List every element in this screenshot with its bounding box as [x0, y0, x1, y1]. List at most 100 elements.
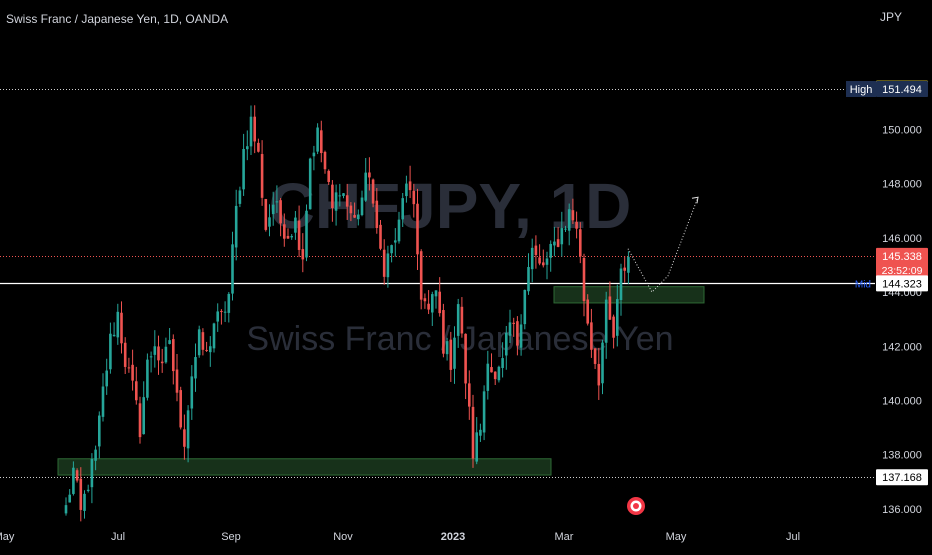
candle-body	[68, 494, 71, 503]
candle-body	[593, 348, 597, 364]
candle-body	[416, 203, 419, 255]
y-tick-label: 150.000	[882, 125, 922, 137]
candle-body	[604, 299, 608, 343]
candle-body	[153, 346, 157, 355]
candle-body	[505, 332, 508, 356]
candle-body	[260, 154, 264, 198]
candle-body	[538, 257, 541, 264]
candle-body	[456, 304, 460, 336]
candle-body	[394, 240, 397, 243]
candle-body	[112, 334, 116, 337]
demand-zone	[553, 286, 705, 304]
candle-body	[523, 289, 527, 325]
price-badge-plain	[876, 469, 928, 486]
candle-body	[516, 321, 519, 346]
mid-label: Mid	[855, 279, 871, 290]
candle-body	[271, 204, 275, 215]
candle-body	[434, 290, 438, 297]
candle-body	[601, 342, 604, 384]
event-marker[interactable]	[627, 497, 645, 515]
candle-body	[390, 245, 393, 254]
candle-body	[305, 210, 308, 258]
candle-body	[338, 195, 342, 197]
candle-body	[127, 367, 131, 369]
candle-body	[623, 267, 626, 271]
x-tick-label: May	[666, 531, 687, 543]
candle-body	[553, 241, 556, 246]
candle-body	[120, 312, 123, 344]
candle-body	[312, 152, 316, 157]
candle-body	[616, 299, 619, 336]
candle-body	[438, 291, 441, 314]
time-axis[interactable]: May Jul Sep Nov 2023 Mar May Jul	[0, 531, 800, 543]
candle-body	[349, 205, 353, 214]
candle-body	[297, 220, 301, 250]
candle-body	[619, 268, 623, 301]
candle-body	[164, 346, 168, 363]
candle-body	[501, 358, 504, 368]
candle-body	[382, 249, 386, 277]
projection-arrowhead	[691, 196, 699, 204]
candle-body	[460, 306, 464, 334]
price-badge-timer: 23:52:09	[882, 265, 923, 277]
candle-body	[190, 376, 194, 409]
candle-body	[175, 369, 179, 393]
price-badge-mid	[876, 275, 928, 292]
candle-body	[597, 363, 601, 386]
candle-body	[279, 200, 282, 224]
candle-body	[530, 247, 534, 270]
candle-body	[431, 294, 434, 313]
candle-body	[98, 415, 101, 447]
candle-body	[549, 243, 552, 258]
candle-body	[331, 184, 334, 209]
candle-body	[586, 299, 589, 324]
candle-body	[64, 505, 68, 514]
x-tick-label: Sep	[221, 531, 241, 543]
candle-body	[149, 356, 153, 358]
candle-body	[453, 337, 456, 369]
x-tick-label: May	[0, 531, 15, 543]
x-tick-label: 2023	[441, 531, 465, 543]
candle-body	[353, 215, 356, 218]
candle-body	[83, 493, 86, 511]
x-tick-label: Nov	[333, 531, 353, 543]
candle-body	[590, 322, 593, 350]
candle-body	[201, 332, 205, 350]
candle-body	[320, 130, 323, 154]
candle-body	[412, 190, 416, 205]
candle-body	[197, 329, 201, 356]
price-axis[interactable]: 136.000138.000140.000142.000144.000146.0…	[882, 125, 922, 516]
candle-body	[257, 142, 260, 152]
candle-body	[534, 245, 538, 256]
watermark-name: Swiss Franc / Japanese Yen	[246, 320, 673, 358]
candle-body	[445, 341, 449, 355]
candle-body	[408, 181, 412, 191]
x-tick-label: Jul	[111, 531, 125, 543]
y-tick-label: 142.000	[882, 341, 922, 353]
candle-body	[345, 195, 349, 207]
candle-body	[179, 390, 182, 428]
price-badge-last	[876, 247, 928, 278]
price-badge-value: 145.338	[882, 251, 922, 263]
candle-body	[327, 170, 330, 182]
candle-body	[227, 293, 231, 313]
y-tick-label: 136.000	[882, 504, 922, 516]
candle-body	[564, 228, 567, 230]
candle-body	[216, 311, 219, 322]
candle-body	[556, 239, 560, 247]
candle-body	[283, 224, 286, 239]
candle-body	[442, 310, 445, 354]
candle-body	[527, 267, 530, 292]
candle-body	[301, 249, 305, 260]
candle-body	[294, 217, 297, 233]
candle-body	[423, 298, 427, 302]
candle-body	[290, 236, 293, 238]
candle-body	[138, 403, 142, 438]
candle-body	[357, 214, 360, 220]
projection-layer	[627, 196, 699, 293]
candle-body	[342, 193, 345, 196]
candle-body	[360, 197, 364, 216]
candle-body	[183, 429, 186, 447]
